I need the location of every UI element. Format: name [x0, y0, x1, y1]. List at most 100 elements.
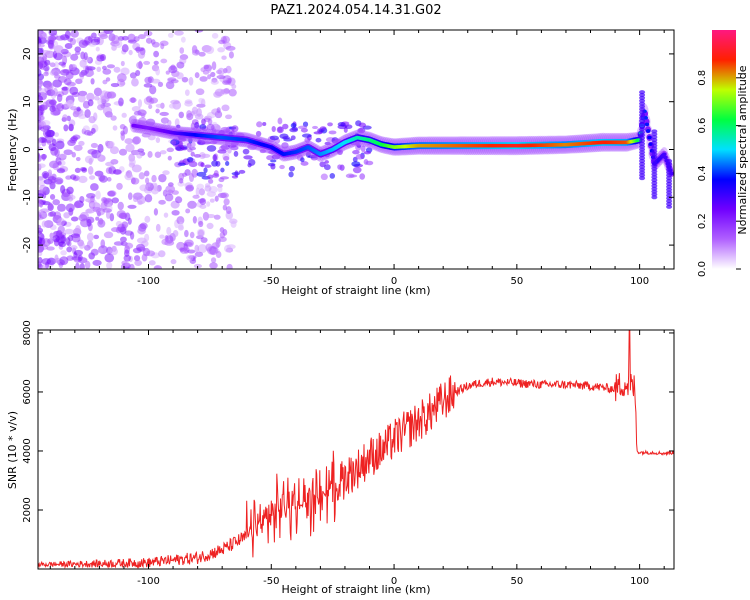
- spectrogram-noise-cell: [38, 142, 42, 147]
- y-tick-label: -10: [22, 189, 33, 205]
- spectrogram-noise-layer: [38, 30, 374, 269]
- spectrogram-noise-cell: [256, 121, 263, 128]
- colorbar-tick-label: 0.2: [697, 213, 708, 229]
- spectrogram-noise-cell: [209, 262, 218, 269]
- spectrogram-noise-cell: [178, 172, 185, 181]
- spectrogram-noise-cell: [70, 245, 78, 250]
- spectrogram-noise-cell: [137, 200, 143, 206]
- spectrogram-noise-cell: [64, 30, 71, 39]
- spectrogram-noise-cell: [217, 149, 227, 154]
- spectrogram-noise-cell: [139, 184, 149, 192]
- spectrogram-noise-cell: [59, 256, 69, 266]
- spectrogram-streak: [639, 133, 646, 138]
- spectrogram-noise-cell: [208, 178, 214, 184]
- spectrogram-streak: [651, 175, 658, 180]
- spectrogram-noise-cell: [148, 104, 153, 110]
- spectrogram-noise-cell: [109, 247, 118, 256]
- spectrogram-noise-cell: [153, 208, 159, 216]
- spectrogram-noise-cell: [66, 255, 74, 261]
- spectrogram-noise-cell: [57, 217, 65, 226]
- spectrogram-noise-cell: [153, 50, 160, 58]
- spectrogram-noise-cell: [84, 109, 91, 118]
- spectrogram-noise-cell: [230, 141, 239, 147]
- spectrogram-noise-cell: [184, 229, 189, 238]
- spectrogram-ridge-core: [644, 122, 650, 127]
- spectrogram-noise-cell: [106, 177, 112, 182]
- spectrogram-noise-cell: [79, 59, 87, 68]
- spectrogram-noise-cell: [186, 110, 192, 118]
- spectrogram-noise-cell: [243, 155, 253, 160]
- spectrogram-noise-cell: [172, 230, 179, 238]
- spectrogram-noise-cell: [191, 49, 201, 56]
- spectrogram-noise-cell: [62, 114, 69, 122]
- spectrogram-noise-cell: [170, 79, 179, 84]
- spectrogram-noise-cell: [54, 132, 59, 138]
- spectrogram-streak: [651, 189, 658, 194]
- spectrogram-noise-cell: [337, 149, 343, 155]
- spectrogram-noise-cell: [231, 125, 239, 133]
- spectrogram-noise-cell: [52, 199, 60, 206]
- spectrogram-noise-cell: [70, 30, 79, 38]
- spectrogram-noise-cell: [217, 47, 225, 53]
- spectrogram-noise-cell: [185, 184, 195, 192]
- spectrogram-noise-cell: [242, 148, 250, 155]
- spectrogram-noise-cell: [203, 64, 210, 70]
- spectrogram-noise-cell: [102, 106, 113, 116]
- spectrogram-streak: [639, 161, 646, 166]
- spectrogram-noise-cell: [198, 188, 206, 196]
- spectrogram-noise-cell: [38, 56, 45, 64]
- spectrogram-noise-cell: [230, 145, 239, 151]
- spectrogram-noise-cell: [138, 172, 145, 180]
- spectrogram-noise-cell: [75, 156, 81, 162]
- snr-panel: -100 -50 0 50 100 2000 4000 6000 8000 Height of …: [6, 320, 675, 596]
- spectrogram-noise-cell: [41, 171, 50, 179]
- spectrogram-noise-cell: [201, 141, 212, 145]
- spectrogram-noise-cell: [77, 257, 88, 264]
- spectrogram-noise-cell: [171, 209, 180, 216]
- spectrogram-streak: [651, 195, 658, 200]
- spectrogram-noise-cell: [300, 157, 305, 163]
- spectrogram-noise-cell: [363, 151, 372, 155]
- spectrogram-noise-cell: [117, 201, 124, 211]
- spectrogram-noise-cell: [179, 247, 185, 252]
- spectrogram-noise-cell: [209, 141, 218, 145]
- spectrogram-noise-cell: [56, 103, 62, 110]
- spectrogram-noise-cell: [60, 185, 66, 194]
- spectrogram-noise-cell: [38, 193, 45, 198]
- spectrogram-noise-cell: [217, 185, 223, 193]
- spectrogram-noise-cell: [225, 206, 232, 215]
- spectrogram-noise-cell: [193, 153, 201, 158]
- snr-axes: -100 -50 0 50 100 2000 4000 6000 8000: [22, 320, 674, 587]
- spectrogram-streak: [651, 186, 658, 191]
- spectrogram-noise-cell: [57, 225, 65, 234]
- spectrogram-noise-cell: [211, 32, 219, 39]
- spectrogram-noise-cell: [90, 78, 95, 85]
- spectrogram-noise-cell: [195, 187, 200, 196]
- spectrogram-noise-cell: [215, 239, 221, 248]
- spectrogram-noise-cell: [197, 229, 205, 237]
- spectrogram-noise-cell: [327, 122, 333, 127]
- spectrogram-noise-cell: [220, 88, 231, 95]
- spectrogram-streak: [639, 115, 646, 120]
- spectrogram-noise-cell: [87, 71, 95, 76]
- spectrogram-noise-cell: [129, 97, 137, 103]
- spectrogram-noise-cell: [176, 124, 181, 129]
- spectrogram-noise-cell: [324, 160, 329, 164]
- spectrogram-noise-cell: [184, 89, 190, 97]
- spectrogram-noise-cell: [221, 104, 230, 112]
- spectrogram-noise-cell: [107, 141, 115, 148]
- spectrogram-noise-cell: [106, 64, 116, 69]
- spectrogram-noise-cell: [86, 216, 95, 224]
- spectrogram-noise-cell: [50, 98, 56, 108]
- spectrogram-noise-cell: [49, 62, 56, 68]
- spectrogram-noise-cell: [223, 155, 230, 161]
- spectrogram-noise-cell: [145, 37, 153, 44]
- spectrogram-noise-cell: [38, 111, 41, 117]
- spectrogram-noise-cell: [75, 78, 83, 85]
- spectrogram-streak: [651, 152, 658, 157]
- spectrogram-noise-cell: [104, 253, 115, 263]
- spectrogram-noise-cell: [52, 87, 58, 97]
- spectrogram-noise-cell: [168, 103, 176, 109]
- spectrogram-noise-cell: [89, 202, 97, 207]
- spectrogram-noise-cell: [199, 124, 207, 130]
